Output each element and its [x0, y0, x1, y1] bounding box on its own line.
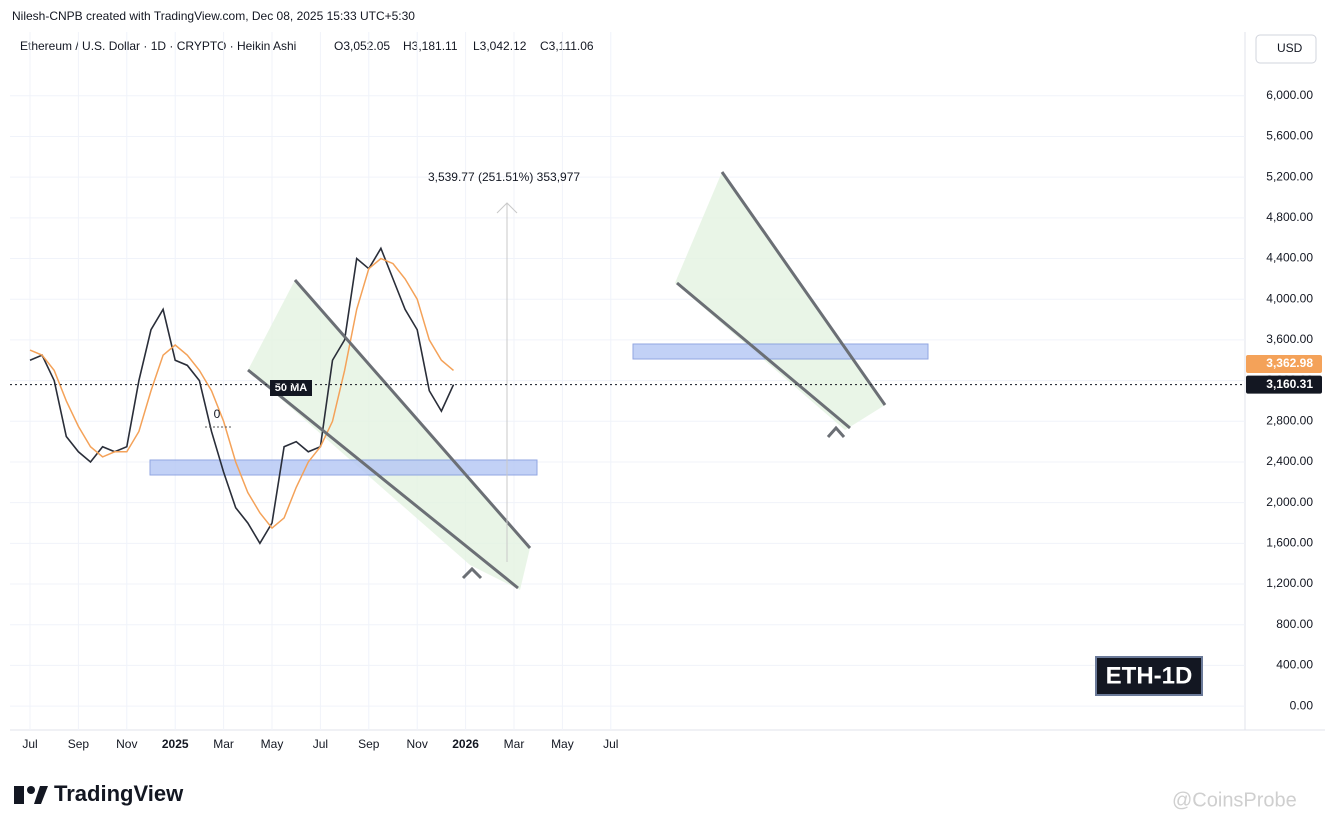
x-tick-label: Sep — [68, 737, 90, 751]
logo: TradingView — [14, 781, 184, 806]
price-label-box — [1246, 355, 1322, 374]
series-line — [29, 257, 454, 530]
x-tick-label: 2026 — [452, 737, 479, 751]
watermark: @CoinsProbe — [1172, 789, 1297, 811]
x-tick-label: May — [551, 737, 574, 751]
y-tick-label: 1,600.00 — [1266, 536, 1313, 550]
y-tick-label: 4,000.00 — [1266, 291, 1313, 305]
y-tick-label: 4,400.00 — [1266, 251, 1313, 265]
currency: USD — [1277, 41, 1303, 55]
price-label: 3,160.31 — [1266, 377, 1313, 391]
trendline — [247, 368, 519, 590]
eth-box — [1095, 656, 1203, 696]
wedge — [675, 172, 885, 430]
y-tick-label: 2,400.00 — [1266, 454, 1313, 468]
eth-label: ETH-1D — [1106, 662, 1193, 689]
trendline — [293, 279, 532, 549]
x-tick-label: Jul — [22, 737, 37, 751]
y-tick-label: 5,200.00 — [1266, 169, 1313, 183]
y-tick-label: 4,800.00 — [1266, 210, 1313, 224]
logo-mark — [34, 786, 48, 804]
ma-label: 50 MA — [275, 382, 307, 394]
zone — [632, 343, 929, 360]
logo-text: TradingView — [54, 781, 184, 806]
x-tick-label: Nov — [407, 737, 428, 751]
logo-mark — [14, 786, 24, 804]
ohlc-high: H3,181.11 — [403, 39, 458, 53]
x-tick-label: 2025 — [162, 737, 189, 751]
zone — [149, 459, 538, 476]
measure-arrow — [496, 202, 518, 214]
measure-label: 3,539.77 (251.51%) 353,977 — [428, 170, 580, 184]
x-tick-label: Jul — [603, 737, 618, 751]
ohlc-close: C3,111.06 — [540, 39, 594, 53]
trendline — [676, 281, 851, 430]
y-tick-label: 2,000.00 — [1266, 495, 1313, 509]
x-tick-label: Mar — [504, 737, 525, 751]
chevron — [461, 566, 483, 580]
chevron — [826, 425, 846, 438]
wedge — [248, 280, 530, 590]
fib-label: 0 — [214, 407, 221, 421]
x-tick-label: May — [261, 737, 284, 751]
ohlc-low: L3,042.12 — [473, 39, 527, 53]
y-tick-label: 5,600.00 — [1266, 129, 1313, 143]
price-label-box — [1246, 375, 1322, 394]
y-tick-label: 0.00 — [1290, 698, 1314, 712]
series-line — [29, 246, 455, 545]
logo-mark — [27, 786, 35, 794]
x-tick-label: Jul — [313, 737, 328, 751]
ohlc-open: O3,052.05 — [334, 39, 390, 53]
y-tick-label: 6,000.00 — [1266, 88, 1313, 102]
y-tick-label: 800.00 — [1276, 617, 1313, 631]
trendline — [720, 171, 887, 406]
x-tick-label: Nov — [116, 737, 137, 751]
y-tick-label: 2,800.00 — [1266, 413, 1313, 427]
y-tick-label: 1,200.00 — [1266, 576, 1313, 590]
x-tick-label: Sep — [358, 737, 380, 751]
price-label: 3,362.98 — [1266, 356, 1313, 370]
currency-button[interactable] — [1255, 34, 1317, 64]
y-tick-label: 3,600.00 — [1266, 332, 1313, 346]
x-tick-label: Mar — [213, 737, 234, 751]
ma-label-box — [270, 380, 312, 396]
symbol: Ethereum / U.S. Dollar · 1D · CRYPTO · H… — [20, 39, 296, 53]
header: Nilesh-CNPB created with TradingView.com… — [12, 9, 415, 23]
y-tick-label: 400.00 — [1276, 658, 1313, 672]
